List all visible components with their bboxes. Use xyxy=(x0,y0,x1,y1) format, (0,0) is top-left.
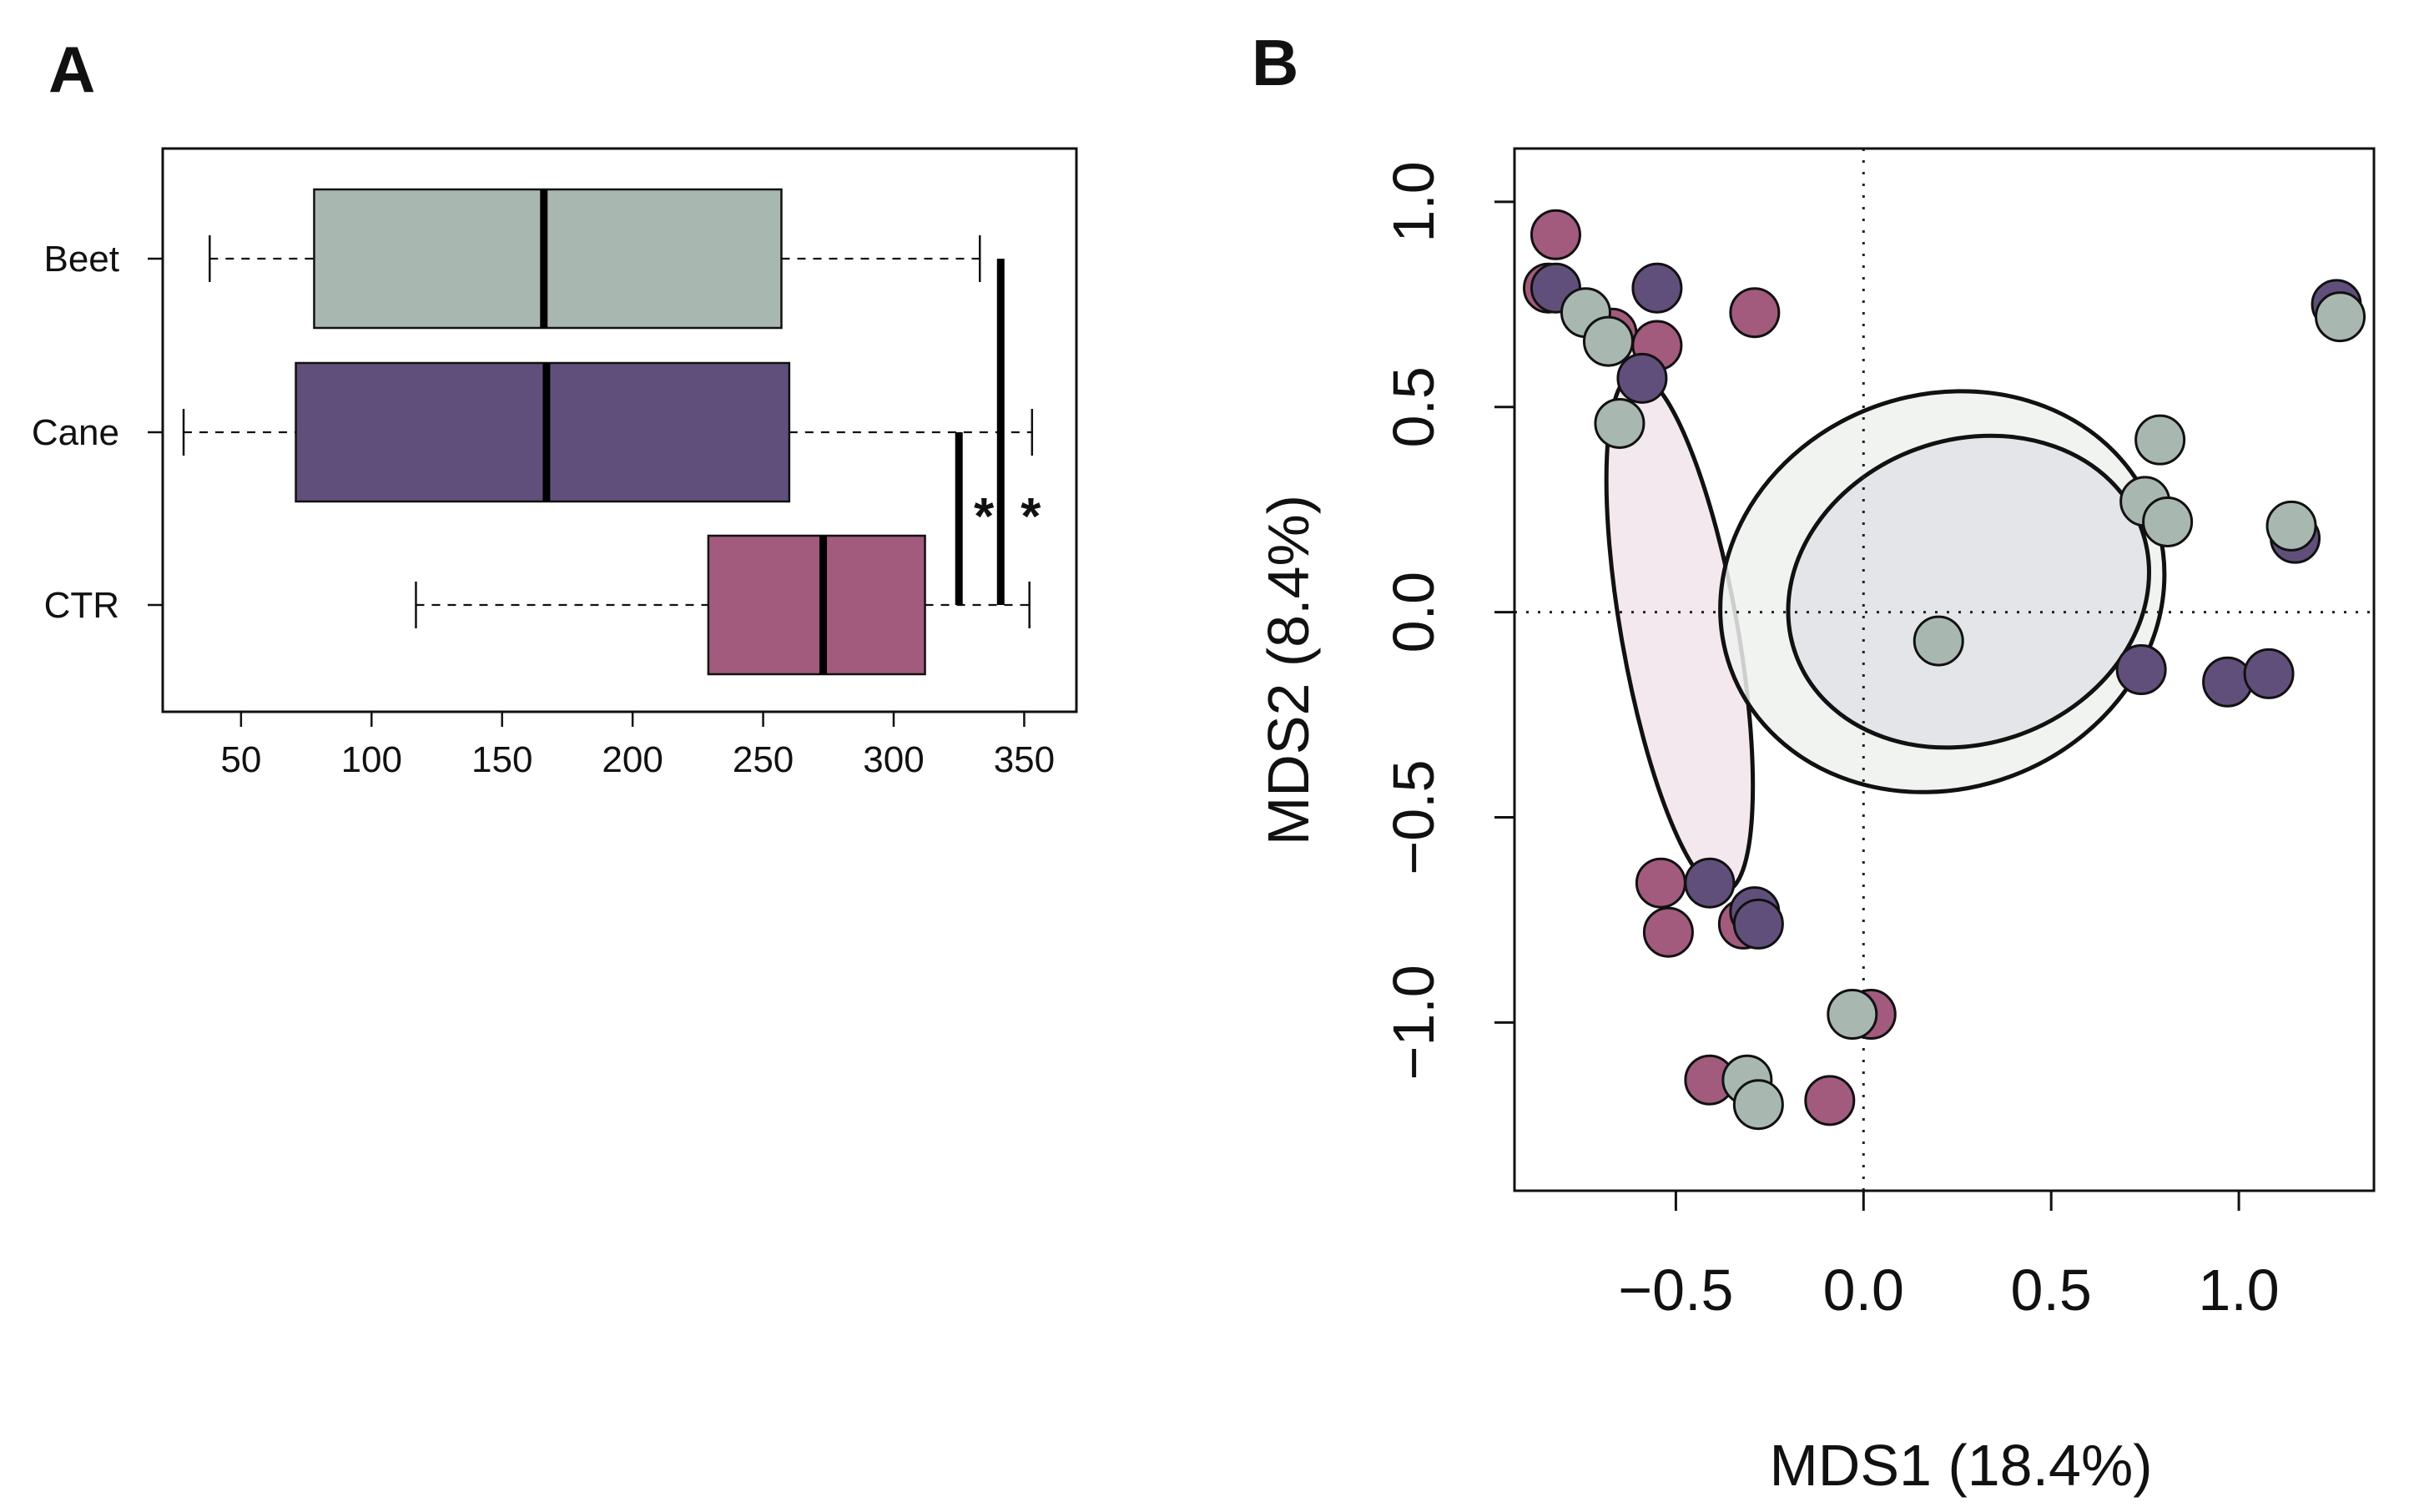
point-beet xyxy=(2142,496,2194,547)
boxplot-panel: 50 100 150 200 250 300 350 Beet Cane CTR * * xyxy=(32,147,1078,780)
point-beet xyxy=(1582,315,1634,367)
point-cane xyxy=(1631,262,1683,314)
y-tick-label: −0.5 xyxy=(1381,759,1446,874)
point-ctr xyxy=(1642,906,1694,958)
x-tick-label: 150 xyxy=(471,739,532,780)
y-tick-label: 0.0 xyxy=(1381,572,1446,653)
category-label: Beet xyxy=(43,239,119,280)
panel-b-label: B xyxy=(1252,26,1298,99)
x-tick-label: −0.5 xyxy=(1618,1257,1733,1323)
y-tick-label: 0.5 xyxy=(1381,366,1446,447)
ellipse-cane xyxy=(1786,433,2151,750)
point-ctr xyxy=(1530,209,1581,260)
point-cane xyxy=(2202,656,2254,708)
plot-frame xyxy=(1513,147,2376,1192)
x-tick-label: 250 xyxy=(733,739,794,780)
y-axis-title: MDS2 (8.4%) xyxy=(1256,495,1321,845)
x-tick-label: 0.5 xyxy=(2011,1257,2092,1323)
point-beet xyxy=(1594,397,1645,449)
panel-a-label: A xyxy=(48,33,95,106)
mds-scatter-panel: −0.5 0.0 0.5 1.0 −1.0 −0.5 0.0 0.5 1.0 MDS1 (18.4… xyxy=(1256,147,2376,1498)
point-cane xyxy=(2243,648,2295,699)
box-cane xyxy=(295,361,791,503)
significance-star: * xyxy=(974,488,995,546)
point-ctr xyxy=(1729,287,1781,339)
point-cane xyxy=(2115,644,2167,695)
plot-frame xyxy=(161,147,1078,713)
point-beet xyxy=(2315,291,2366,343)
x-tick-label: 100 xyxy=(341,739,402,780)
point-ctr xyxy=(1635,857,1686,909)
x-tick-label: 200 xyxy=(602,739,663,780)
point-beet xyxy=(1827,989,1878,1041)
x-tick-label: 0.0 xyxy=(1823,1257,1904,1323)
x-axis-title: MDS1 (18.4%) xyxy=(1769,1433,2152,1498)
significance-star: * xyxy=(1021,488,1041,546)
x-tick-label: 350 xyxy=(994,739,1055,780)
point-beet xyxy=(2265,500,2317,552)
point-cane xyxy=(1684,857,1736,909)
x-tick-label: 300 xyxy=(863,739,924,780)
point-beet xyxy=(2134,414,2186,466)
y-tick-label: 1.0 xyxy=(1381,161,1446,242)
box-beet xyxy=(313,188,783,330)
box-ctr xyxy=(707,534,926,676)
point-ctr xyxy=(1804,1075,1856,1126)
point-cane xyxy=(1616,352,1668,404)
y-tick-label: −1.0 xyxy=(1381,965,1446,1080)
category-label: CTR xyxy=(44,585,119,626)
category-label: Cane xyxy=(32,412,119,453)
x-tick-label: 1.0 xyxy=(2198,1257,2279,1323)
point-beet xyxy=(1913,615,1964,667)
x-tick-label: 50 xyxy=(220,739,261,780)
point-beet xyxy=(1732,1079,1784,1131)
point-cane xyxy=(1732,898,1784,950)
